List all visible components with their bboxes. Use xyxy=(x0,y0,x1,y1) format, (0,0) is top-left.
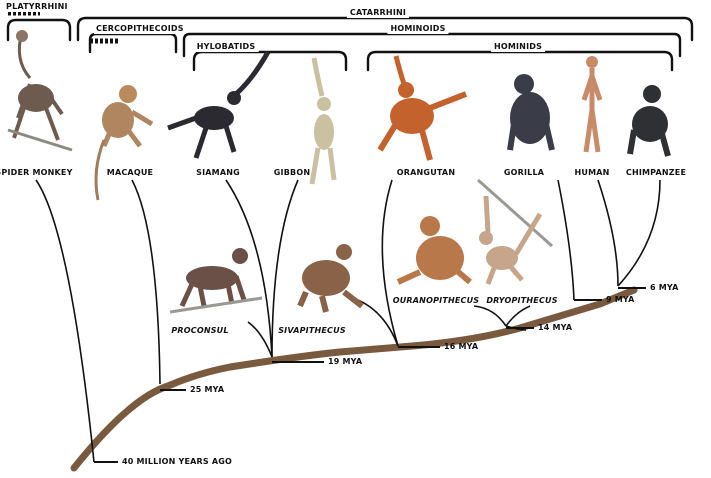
label-chimpanzee: CHIMPANZEE xyxy=(625,168,687,177)
label-25mya: 25 MYA xyxy=(190,385,225,394)
label-siamang: SIAMANG xyxy=(196,168,240,177)
label-hominids: HOMINIDS xyxy=(490,42,546,52)
label-16mya: 16 MYA xyxy=(444,342,479,351)
bracket-cercopithecoids xyxy=(88,32,178,54)
bracket-platyrrhini xyxy=(6,18,72,42)
label-6mya: 6 MYA xyxy=(650,283,679,292)
lineage-human xyxy=(597,179,619,287)
spider-monkey-illustration xyxy=(7,30,73,152)
bracket-hylobatids xyxy=(192,50,348,72)
lineage-orangutan xyxy=(381,179,399,347)
label-orangutan: ORANGUTAN xyxy=(396,168,456,177)
lineage-dryopithecus xyxy=(505,305,531,327)
siamang-illustration xyxy=(167,50,271,159)
orangutan-illustration xyxy=(377,55,468,161)
gibbon-illustration xyxy=(309,57,337,185)
lineage-gibbon xyxy=(271,179,299,358)
label-sivapithecus: SIVAPITHECUS xyxy=(278,326,346,335)
evolution-trunk xyxy=(70,286,638,472)
label-macaque: MACAQUE xyxy=(106,168,154,177)
lineage-ouranopithecus xyxy=(473,305,507,327)
ouranopithecus-illustration xyxy=(396,216,472,285)
label-hominoids: HOMINOIDS xyxy=(387,24,449,34)
label-gibbon: GIBBON xyxy=(273,168,311,177)
chimpanzee-illustration xyxy=(627,85,671,157)
label-14mya: 14 MYA xyxy=(538,323,573,332)
label-human: HUMAN xyxy=(574,168,610,177)
cercopithecoids-dash-mark xyxy=(90,38,120,44)
dryopithecus-illustration xyxy=(477,178,553,285)
label-platyrrhini: PLATYRRHINI xyxy=(4,2,70,12)
lineage-proconsul xyxy=(247,321,273,358)
label-19mya: 19 MYA xyxy=(328,357,363,366)
sivapithecus-illustration xyxy=(297,244,364,313)
label-9mya: 9 MYA xyxy=(606,295,635,304)
lineage-siamang xyxy=(225,179,273,358)
label-spider-monkey: SPIDER MONKEY xyxy=(0,168,73,177)
gorilla-illustration xyxy=(507,74,555,151)
platyrrhini-dash-mark xyxy=(8,10,40,16)
label-40mya: 40 MILLION YEARS AGO xyxy=(122,457,233,466)
label-ouranopithecus: OURANOPITHECUS xyxy=(392,296,480,305)
proconsul-illustration xyxy=(169,248,263,314)
bracket-hominids xyxy=(366,50,674,72)
lineage-spider-monkey xyxy=(35,179,95,463)
bracket-catarrhini xyxy=(76,16,694,42)
label-hylobatids: HYLOBATIDS xyxy=(193,42,259,52)
human-illustration xyxy=(581,56,603,153)
label-gorilla: GORILLA xyxy=(503,168,545,177)
lineage-gorilla xyxy=(557,179,575,301)
label-proconsul: PROCONSUL xyxy=(171,326,229,335)
label-dryopithecus: DRYOPITHECUS xyxy=(486,296,558,305)
bracket-hominoids xyxy=(182,32,682,58)
lineage-macaque xyxy=(131,179,161,385)
macaque-illustration xyxy=(94,85,154,201)
lineage-chimpanzee xyxy=(617,179,661,287)
lineage-sivapithecus xyxy=(357,299,399,347)
label-catarrhini: CATARRHINI xyxy=(346,8,410,18)
label-cercopithecoids: CERCOPITHECOIDS xyxy=(94,24,186,34)
